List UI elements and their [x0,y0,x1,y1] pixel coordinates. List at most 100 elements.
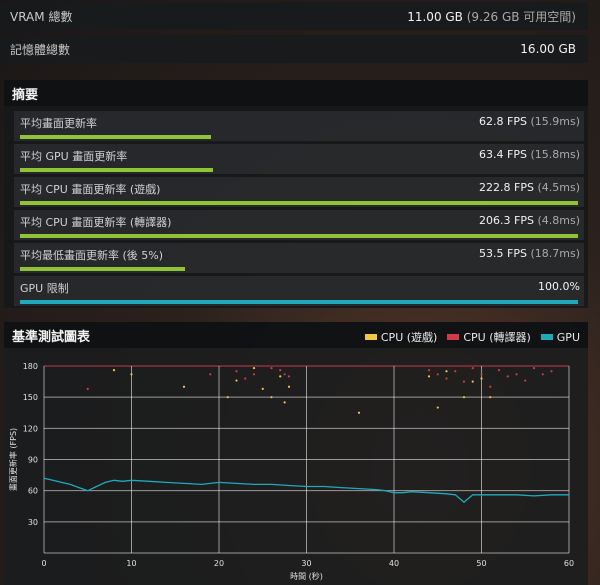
cpu-series-point [436,373,439,376]
x-tick-label: 30 [301,559,311,568]
cpu-series-point [532,366,536,370]
legend-entry: CPU (遊戲) [364,329,438,345]
cpu-series-point [515,373,518,376]
cpu-series-point [489,385,492,388]
cpu-series-point [283,373,286,376]
cpu-series-point [279,369,282,372]
cpu-series-point [471,366,474,370]
cpu-series-point [427,369,431,372]
y-tick-label: 60 [28,487,38,496]
cpu-series-point [541,373,544,376]
x-axis-label: 時間 (秒) [290,571,323,581]
summary-item-bar [20,135,212,139]
cpu-series-point [454,370,457,373]
legend-entry: CPU (轉譯器) [447,329,531,345]
vram-value-group: 11.00 GB (9.26 GB 可用空間) [407,8,576,25]
cpu-series-point [489,396,492,399]
x-tick-label: 20 [214,559,224,568]
cpu-series-point [252,366,256,370]
cpu-series-point [480,377,483,380]
summary-item: 平均畫面更新率 62.8 FPS (15.9ms) [14,111,584,141]
x-tick-label: 50 [476,559,486,568]
cpu-series-point [226,396,229,399]
vram-label: VRAM 總數 [10,9,73,24]
memory-row: 記憶體總數 16.00 GB [0,35,588,63]
legend-swatch [364,334,377,340]
y-tick-label: 180 [23,362,38,371]
cpu-series-point [283,401,286,404]
cpu-series-point [462,396,466,399]
cpu-series-point [445,370,448,373]
summary-item: GPU 限制 100.0% [14,276,584,306]
summary-item: 平均最低畫面更新率 (後 5%) 53.5 FPS (18.7ms) [14,243,584,273]
cpu-series-point [252,373,256,376]
legend-entry: GPU [540,331,580,344]
summary-item-label: GPU 限制 [20,282,69,295]
vram-available: (9.26 GB 可用空間) [466,9,576,24]
summary-item-label: 平均最低畫面更新率 (後 5%) [20,249,164,262]
cpu-series-point [471,380,474,383]
summary-item-value: 206.3 FPS (4.8ms) [479,214,580,227]
x-tick-label: 60 [564,559,574,568]
gpu-series-line [43,477,569,503]
summary-item-value: 63.4 FPS (15.8ms) [479,148,580,161]
summary-item-value: 222.8 FPS (4.5ms) [479,181,580,194]
summary-item-label: 平均 CPU 畫面更新率 (遊戲) [20,183,161,196]
cpu-series-point [357,411,361,414]
cpu-series-point [427,375,431,378]
cpu-series-point [235,379,238,382]
summary-item-bar [20,300,578,304]
y-tick-label: 90 [28,456,38,465]
cpu-series-point [287,385,291,388]
summary-item: 平均 GPU 畫面更新率 63.4 FPS (15.8ms) [14,144,584,174]
vram-row: VRAM 總數 11.00 GB (9.26 GB 可用空間) [0,2,588,30]
cpu-series-point [244,377,247,380]
x-tick-label: 10 [126,559,136,568]
cpu-series-point [287,375,291,378]
cpu-series-point [279,375,282,378]
benchmark-chart-panel: 基準測試圖表 CPU (遊戲) CPU (轉譯器) GPU 30 60 90 120 150… [4,322,588,585]
cpu-series-point [209,373,212,376]
benchmark-chart: 30 60 90 120 150 180 0 10 20 30 40 50 60 時間 (秒) 畫面更新率 … [8,362,574,581]
cpu-series-point [112,369,116,372]
cpu-series-point [270,396,273,399]
memory-value: 16.00 GB [520,42,576,56]
y-axis-label: 畫面更新率 (FPS) [8,428,18,491]
summary-title: 摘要 [4,80,588,106]
legend-swatch [540,334,553,340]
cpu-series-point [445,377,448,380]
cpu-series-point [462,380,466,383]
x-tick-label: 0 [41,559,46,568]
cpu-series-point [261,387,264,390]
vram-value: 11.00 GB [407,9,463,24]
cpu-series-point [436,406,439,409]
y-tick-label: 150 [23,393,38,402]
summary-item-value: 100.0% [538,280,580,293]
cpu-series-point [524,379,527,382]
cpu-series-point [506,375,509,378]
summary-item-label: 平均 CPU 畫面更新率 (轉譯器) [20,216,172,229]
summary-item-value: 62.8 FPS (15.9ms) [479,115,580,128]
summary-item: 平均 CPU 畫面更新率 (遊戲) 222.8 FPS (4.5ms) [14,177,584,207]
summary-panel: 摘要 平均畫面更新率 62.8 FPS (15.9ms) 平均 GPU 畫面更新率 6… [4,80,588,308]
cpu-series-point [86,387,89,390]
cpu-series-point [182,385,186,388]
legend-label: CPU (轉譯器) [463,331,531,344]
summary-item-label: 平均 GPU 畫面更新率 [20,150,128,163]
y-tick-label: 30 [28,518,38,527]
summary-item-bar [20,201,578,205]
summary-item-value: 53.5 FPS (18.7ms) [479,247,580,260]
cpu-series-point [270,366,273,370]
cpu-series-point [480,373,483,376]
summary-item-bar [20,168,214,172]
y-tick-label: 120 [23,424,38,433]
cpu-series-point [550,370,553,373]
legend-label: CPU (遊戲) [380,331,438,344]
chart-legend: CPU (遊戲) CPU (轉譯器) GPU [364,329,580,345]
legend-swatch [447,334,460,340]
x-tick-label: 40 [389,559,399,568]
cpu-series-point [497,369,501,372]
cpu-series-point [235,370,238,373]
summary-item-bar [20,234,578,238]
cpu-series-point [130,373,133,376]
